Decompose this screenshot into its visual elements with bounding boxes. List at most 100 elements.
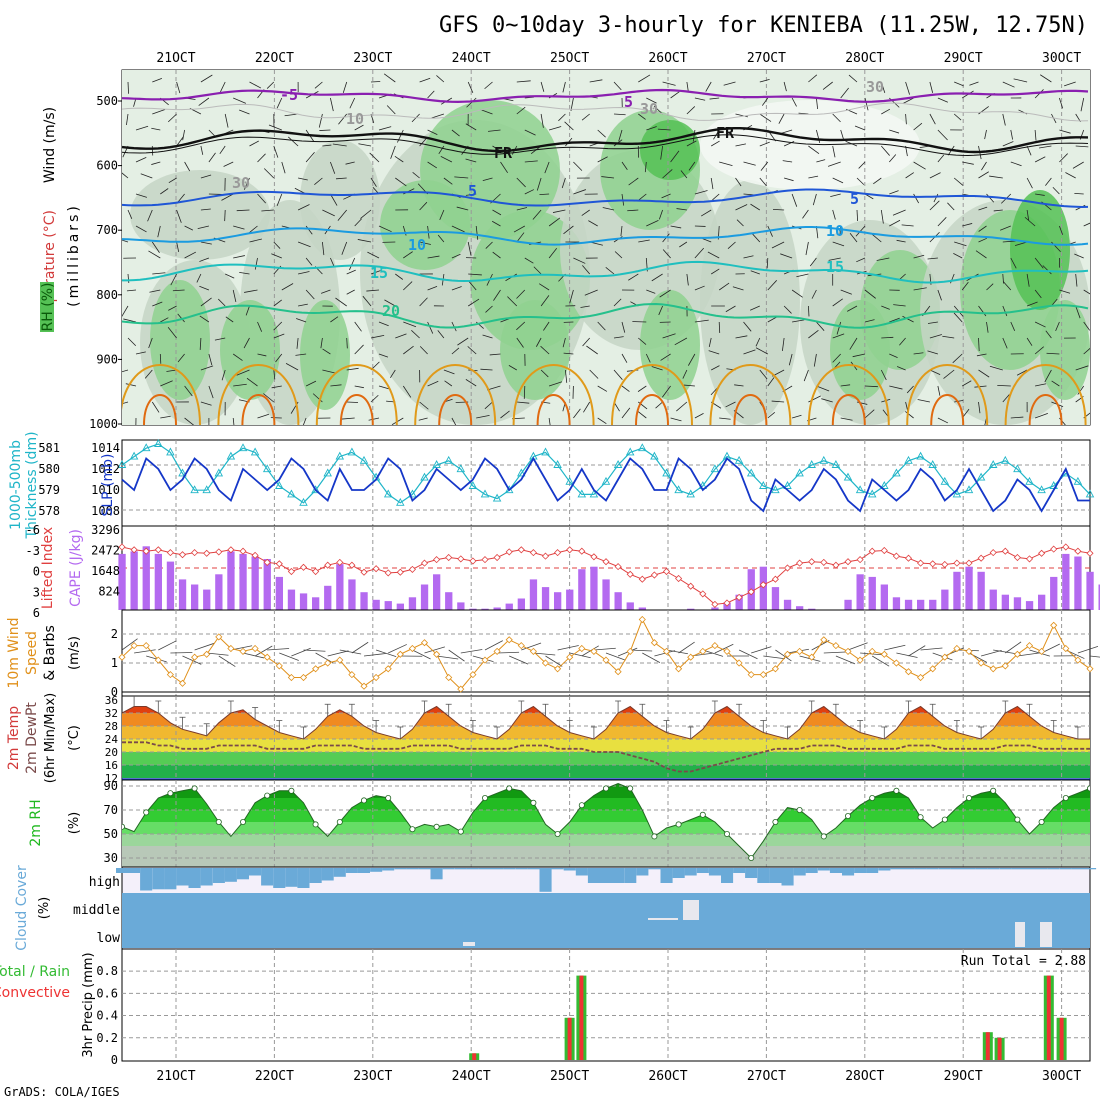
wind-barb	[176, 136, 184, 147]
wind-barb	[735, 335, 748, 339]
thickness-point	[662, 468, 671, 477]
wind-barb	[330, 193, 338, 206]
wind-barb	[225, 273, 235, 279]
cape-bar	[130, 551, 138, 610]
lifted-index-point	[590, 553, 598, 561]
wind10m-point	[590, 647, 598, 655]
wind-barb	[1040, 74, 1052, 83]
rh-ylabel-unit: (%)	[67, 812, 82, 835]
contour-labels: -5 5 FR FR 5 5 10 10 15 15 20 30 30 10 30	[232, 78, 884, 320]
wind10m-point	[735, 659, 743, 667]
wind-barb	[489, 353, 501, 356]
wind-barb	[243, 177, 250, 190]
wind-barb	[812, 193, 817, 206]
cape-bar	[808, 608, 816, 610]
cape-bar	[1025, 601, 1034, 610]
cloud-high-bar	[212, 868, 225, 883]
thickness-point	[141, 443, 151, 452]
wind-ylabel-unit: (m/s)	[67, 636, 82, 670]
cape-bar	[687, 608, 695, 610]
wind-barb	[151, 161, 161, 165]
precip-conv-bar	[1059, 1017, 1064, 1060]
wind-barb	[984, 417, 987, 425]
wind-barb	[244, 289, 258, 293]
wind-barb	[880, 81, 886, 94]
lifted-index-point	[263, 558, 271, 566]
wind-barb	[562, 337, 566, 348]
wind-barb	[978, 305, 987, 317]
cape-bar	[191, 584, 199, 610]
wind10m-point	[711, 642, 719, 650]
thickness-point	[444, 455, 453, 464]
wind-barb	[208, 353, 213, 366]
wind-barb	[268, 124, 282, 131]
wind-barb	[342, 81, 348, 94]
wind10m-point	[820, 636, 828, 644]
lifted-index-point	[965, 559, 973, 567]
cape-bar	[420, 584, 429, 610]
wind-barb	[431, 113, 445, 119]
wind10m-point	[493, 647, 501, 655]
wind10m-series	[118, 615, 1094, 693]
contour-30	[143, 394, 177, 425]
contour-30	[1028, 394, 1063, 425]
rh2m-point	[530, 799, 537, 806]
wind-barb	[271, 253, 282, 259]
cape-bar	[554, 592, 562, 610]
wind-barb	[467, 280, 477, 291]
wind-barb	[208, 152, 216, 163]
wind-barb	[152, 301, 163, 307]
wind-barb	[168, 305, 177, 311]
wind-barb	[637, 385, 647, 392]
wind10m-point	[1025, 642, 1034, 650]
lifted-index-point	[566, 546, 574, 554]
wind-barb	[427, 161, 438, 169]
cloud-high-bar	[793, 868, 806, 876]
cloud-high-bar	[478, 868, 491, 870]
wind10m-point	[941, 653, 949, 661]
wind-barb	[989, 175, 1003, 179]
contour-25	[709, 364, 792, 425]
wind10m-barb	[509, 655, 529, 665]
cloud-high-bar	[648, 868, 661, 870]
thickness-point	[323, 468, 332, 477]
wind-barb	[808, 74, 818, 83]
wind-barb	[686, 140, 697, 147]
wind-barb	[899, 337, 906, 346]
wind-barb	[813, 353, 817, 367]
wind-barb	[653, 105, 663, 115]
wind10m-barb	[218, 655, 236, 667]
wind-barb	[254, 257, 258, 270]
wind-barb	[257, 353, 267, 357]
wind-barb	[1026, 177, 1033, 189]
rh2m-point	[215, 819, 222, 826]
cloud-high-bar	[721, 868, 734, 883]
wind-barb	[508, 365, 518, 371]
wind-barb	[335, 177, 347, 180]
wind-barb	[792, 319, 805, 323]
wind-barb	[871, 234, 882, 243]
wind-barb	[613, 369, 623, 380]
cape-bar	[275, 576, 283, 610]
wind-barb	[561, 177, 566, 189]
wind10m-barb	[860, 652, 882, 656]
wind-barb	[880, 209, 884, 224]
wind-barb	[782, 337, 785, 352]
rh2m-point	[409, 826, 416, 833]
wind-barb	[151, 401, 160, 413]
lifted-index-point	[808, 558, 816, 566]
lifted-index-point	[1074, 547, 1082, 555]
wind-barb	[184, 385, 193, 397]
rh2m-point	[578, 802, 585, 809]
rh2m-point	[191, 785, 198, 792]
wind10m-barb	[714, 643, 734, 654]
cape-bar	[481, 608, 489, 610]
wind-barb	[320, 289, 331, 294]
wind-barb	[184, 417, 195, 425]
wind-barb	[1026, 145, 1032, 156]
bottom-x-tick: 29OCT	[944, 1069, 983, 1084]
wind-barb	[427, 90, 435, 99]
wind-barb	[239, 271, 250, 275]
wind-barb	[322, 369, 336, 374]
wind-barb	[832, 241, 845, 247]
